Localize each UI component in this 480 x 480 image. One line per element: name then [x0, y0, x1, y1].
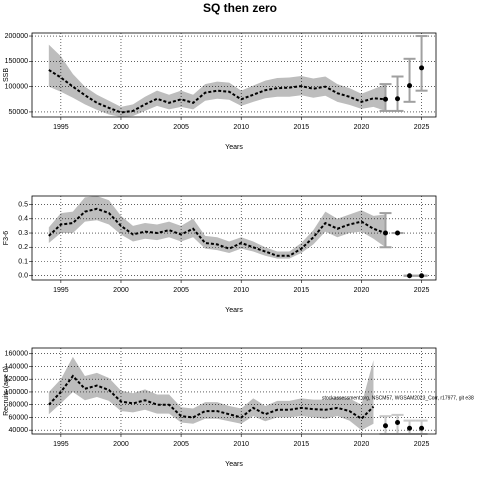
x-tick-label: 2020 [354, 124, 370, 131]
confidence-band [48, 196, 386, 259]
x-tick-label: 1995 [53, 287, 69, 294]
forecast-point [383, 96, 388, 102]
x-tick-label: 2000 [113, 124, 129, 131]
x-tick-label: 2005 [173, 287, 189, 294]
forecast-point [419, 425, 425, 431]
x-tick-label: 2005 [173, 441, 189, 448]
x-tick-label: 2025 [414, 287, 430, 294]
plot-frame [31, 347, 437, 435]
x-tick-label: 2010 [233, 287, 249, 294]
x-tick-label: 2020 [354, 287, 370, 294]
y-tick-label: 150000 [5, 58, 28, 65]
x-tick-label: 2025 [414, 441, 430, 448]
x-tick-label: 2005 [173, 124, 189, 131]
forecast-point [395, 420, 401, 426]
x-axis-title: Years [225, 307, 243, 314]
confidence-band [48, 356, 374, 431]
x-tick-label: 2000 [113, 441, 129, 448]
forecast-point [419, 273, 425, 279]
x-tick-label: 2010 [233, 441, 249, 448]
y-axis-title: SSB [3, 68, 10, 82]
y-tick-label: 100000 [5, 389, 28, 396]
forecast-point [383, 230, 388, 236]
y-tick-label: 100000 [5, 83, 28, 90]
y-tick-label: 50000 [9, 109, 29, 116]
y-tick-label: 160000 [5, 351, 28, 358]
estimate-line [48, 207, 386, 257]
forecast-point [419, 65, 425, 71]
estimate-line [48, 69, 386, 114]
x-tick-label: 2025 [414, 124, 430, 131]
y-tick-label: 80000 [9, 402, 29, 409]
y-tick-label: 0.2 [18, 244, 28, 251]
y-tick-label: 0.4 [18, 216, 28, 223]
forecast-point [383, 423, 388, 429]
x-tick-label: 2015 [294, 441, 310, 448]
x-tick-label: 2015 [294, 287, 310, 294]
x-axis-title: Years [225, 461, 243, 468]
x-tick-label: 2000 [113, 287, 129, 294]
y-axis-title: F3-6 [3, 231, 10, 246]
y-tick-label: 40000 [9, 427, 29, 434]
plot-frame [31, 32, 437, 118]
y-tick-label: 0.5 [18, 201, 28, 208]
x-tick-label: 2020 [354, 441, 370, 448]
x-tick-label: 1995 [53, 441, 69, 448]
forecast-point [407, 273, 413, 279]
y-tick-label: 120000 [5, 376, 28, 383]
x-tick-label: 2015 [294, 124, 310, 131]
y-tick-label: 0.1 [18, 258, 28, 265]
confidence-band [48, 44, 386, 118]
y-tick-label: 60000 [9, 414, 29, 421]
annotation: stockassessment.org, NSCM57, WGSAM2023_C… [322, 395, 474, 401]
x-tick-label: 2010 [233, 124, 249, 131]
y-tick-label: 0.3 [18, 230, 28, 237]
y-tick-label: 0.0 [18, 273, 28, 280]
y-tick-label: 140000 [5, 363, 28, 370]
x-axis-title: Years [225, 144, 243, 151]
y-tick-label: 200000 [5, 33, 28, 40]
forecast-point [407, 83, 413, 89]
forecast-point [407, 425, 413, 431]
forecast-point [395, 96, 401, 102]
title: SQ then zero [203, 1, 277, 15]
forecast-point [395, 230, 401, 236]
plot-frame [31, 195, 437, 281]
y-axis-title: Recruits (age 0) [3, 366, 10, 416]
x-tick-label: 1995 [53, 124, 69, 131]
